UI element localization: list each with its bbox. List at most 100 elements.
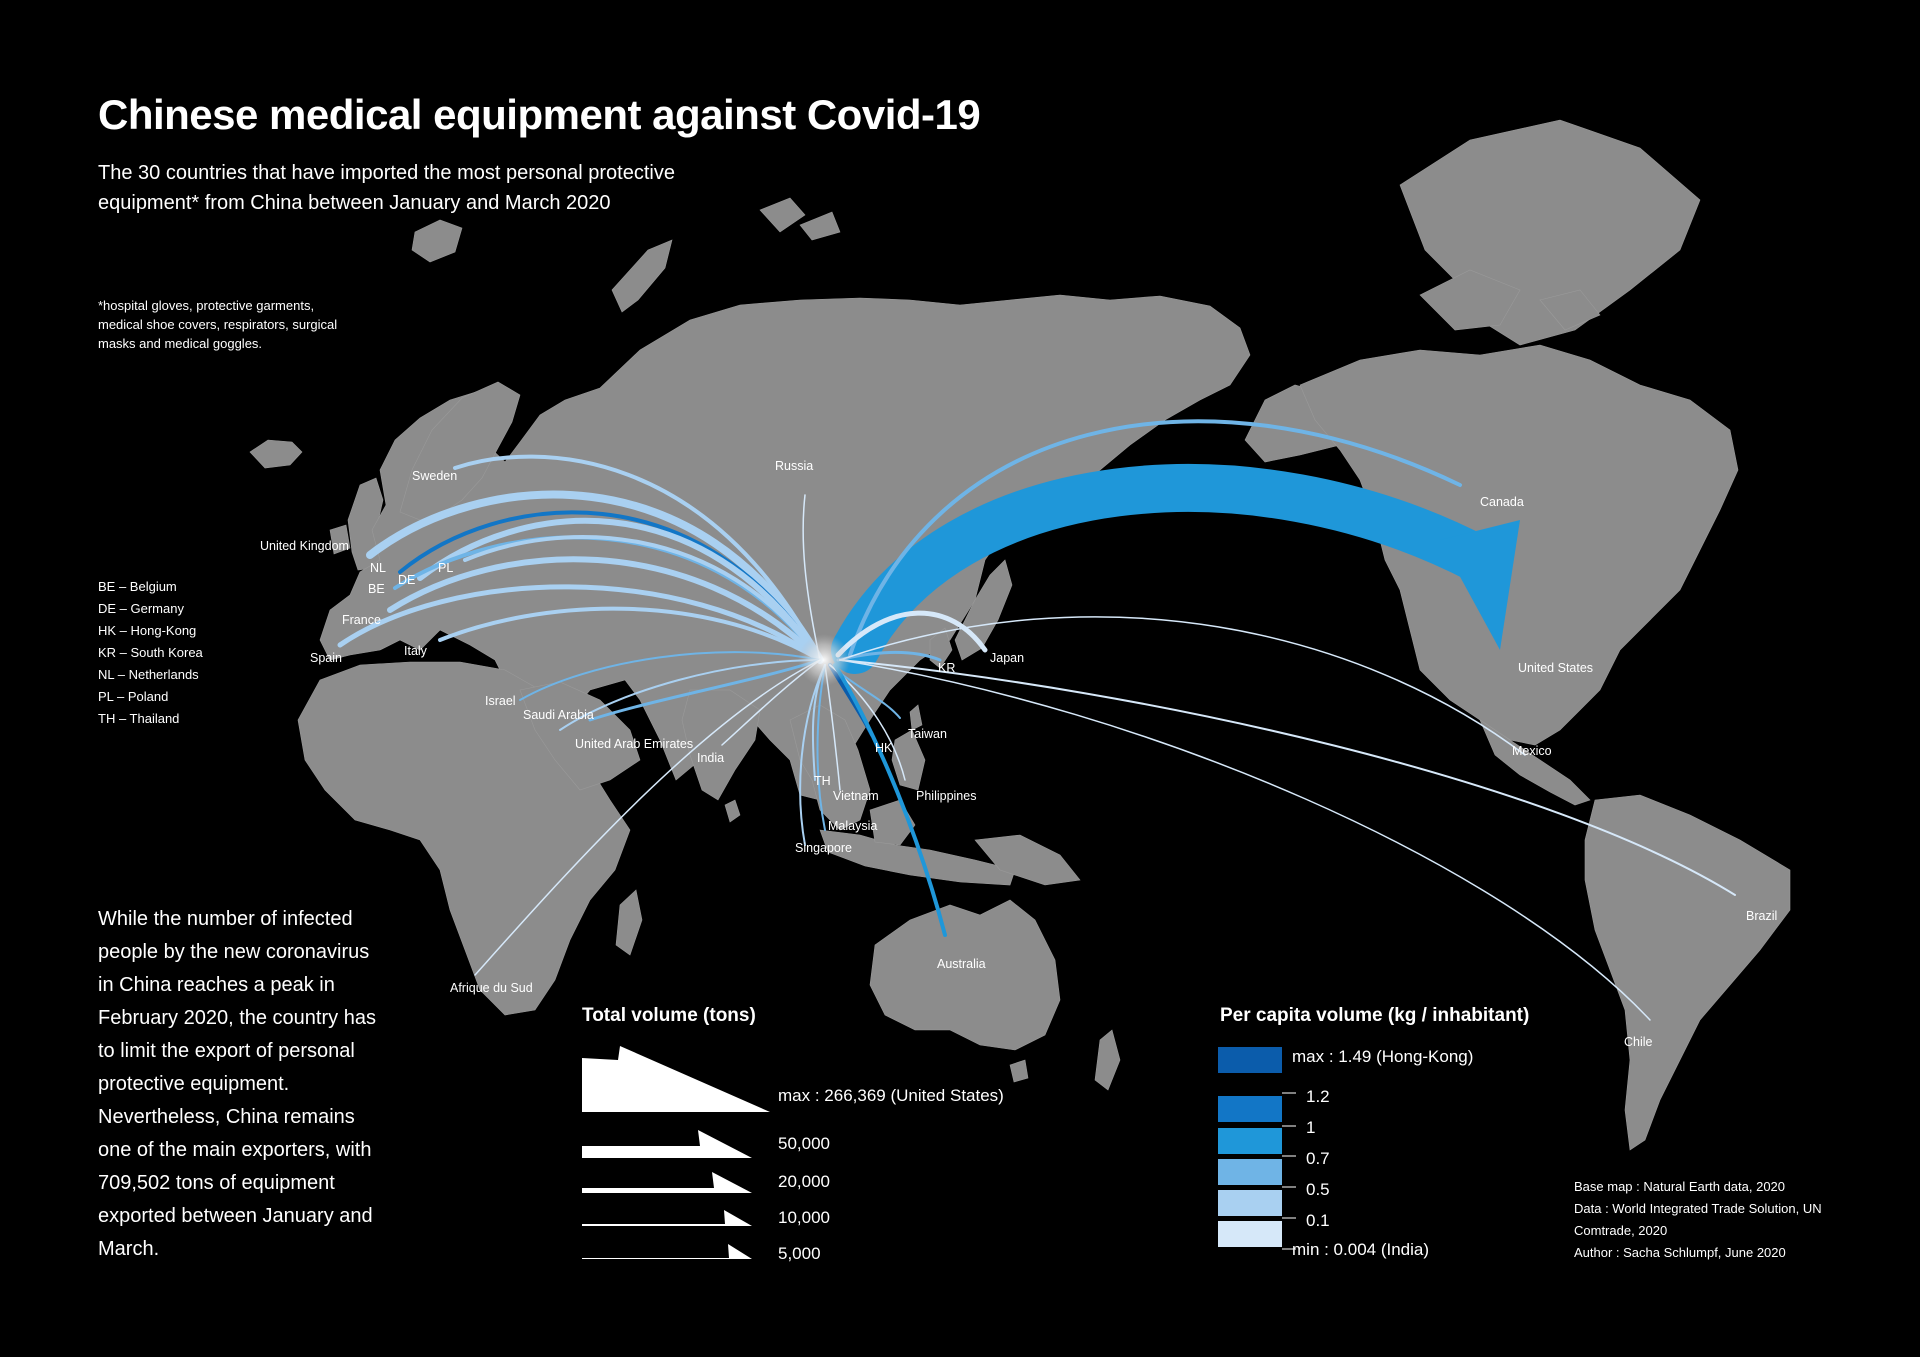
land-north-america — [1299, 344, 1739, 746]
label-pl: PL — [438, 561, 453, 575]
per-capita-swatch-1 — [1218, 1096, 1282, 1122]
flow-canada — [848, 419, 1462, 657]
abbr-nl: NL – Netherlands — [98, 667, 199, 682]
page-subtitle: The 30 countries that have imported the … — [98, 162, 675, 214]
label-afrique-du-sud: Afrique du Sud — [450, 981, 533, 995]
per-capita-swatch-5 — [1218, 1221, 1282, 1247]
credit-data: Data : World Integrated Trade Solution, … — [1574, 1201, 1822, 1216]
abbr-hk: HK – Hong-Kong — [98, 623, 197, 638]
per-capita-break-4: 0.5 — [1306, 1180, 1330, 1199]
land-new-zealand — [1094, 1029, 1121, 1091]
land-iceland — [249, 439, 303, 469]
label-kr: KR — [938, 661, 955, 675]
land-tasmania — [1009, 1059, 1029, 1083]
land-arabia — [519, 681, 641, 791]
label-malaysia: Malaysia — [828, 819, 877, 833]
flow-brazil — [839, 659, 1736, 896]
country-labels: Russia Sweden United Kingdom NL BE DE PL… — [260, 459, 1777, 1049]
land-canadian-islands — [1419, 269, 1601, 331]
flow-singapore — [799, 664, 826, 846]
flow-spain — [337, 584, 823, 663]
footnote: *hospital gloves, protective garments, m… — [98, 298, 338, 351]
flow-chile — [839, 659, 1651, 1021]
flow-japan — [835, 610, 988, 658]
volume-arrow-max — [582, 1046, 770, 1112]
label-saudi-arabia: Saudi Arabia — [523, 708, 594, 722]
volume-label-20000: 20,000 — [778, 1172, 830, 1191]
per-capita-break-5: 0.1 — [1306, 1211, 1330, 1230]
label-brazil: Brazil — [1746, 909, 1777, 923]
label-australia: Australia — [937, 957, 986, 971]
credits: Base map : Natural Earth data, 2020 Data… — [1574, 1176, 1824, 1264]
land-southeast-asia — [789, 704, 871, 831]
per-capita-swatch-3 — [1218, 1159, 1282, 1185]
label-taiwan: Taiwan — [908, 727, 947, 741]
volume-arrow-20000 — [582, 1172, 752, 1193]
flow-mexico — [839, 616, 1526, 756]
credit-author: Author : Sacha Schlumpf, June 2020 — [1574, 1245, 1786, 1260]
land-arctic-islands-east — [759, 197, 841, 241]
flow-south-korea — [836, 651, 942, 662]
label-russia: Russia — [775, 459, 813, 473]
label-italy: Italy — [404, 644, 428, 658]
label-singapore: Singapore — [795, 841, 852, 855]
label-th: TH — [814, 774, 831, 788]
volume-arrow-10000 — [582, 1210, 752, 1226]
label-hk: HK — [875, 741, 893, 755]
land-novaya-zemlya — [611, 239, 673, 313]
per-capita-break-2: 1 — [1306, 1118, 1316, 1137]
per-capita-legend-title: Per capita volume (kg / inhabitant) — [1220, 1005, 1530, 1026]
per-capita-swatch-2 — [1218, 1128, 1282, 1154]
label-israel: Israel — [485, 694, 516, 708]
per-capita-swatch-max — [1218, 1047, 1282, 1073]
abbr-th: TH – Thailand — [98, 711, 180, 726]
credit-base-map: Base map : Natural Earth data, 2020 — [1574, 1179, 1786, 1194]
flow-uae — [588, 658, 822, 722]
label-mexico: Mexico — [1512, 744, 1552, 758]
flow-germany — [417, 517, 823, 663]
body-text: While the number of infected people by t… — [98, 908, 376, 1260]
flow-australia — [833, 663, 947, 937]
volume-arrow-5000 — [582, 1244, 752, 1259]
volume-label-50000: 50,000 — [778, 1134, 830, 1153]
per-capita-break-1: 1.2 — [1306, 1087, 1330, 1106]
flow-sweden — [453, 454, 822, 662]
volume-arrow-50000 — [582, 1130, 752, 1158]
land-svalbard — [411, 219, 463, 263]
land-madagascar — [615, 889, 643, 956]
per-capita-min-label: min : 0.004 (India) — [1292, 1240, 1430, 1259]
label-be: BE — [368, 582, 385, 596]
label-sweden: Sweden — [412, 469, 457, 483]
land-central-america — [1479, 719, 1591, 806]
label-japan: Japan — [990, 651, 1024, 665]
abbr-pl: PL – Poland — [98, 689, 169, 704]
land-india — [681, 689, 761, 801]
flow-france — [387, 556, 823, 663]
label-canada: Canada — [1480, 495, 1524, 509]
flow-poland — [463, 535, 822, 662]
label-uae: United Arab Emirates — [575, 737, 693, 751]
flow-italy — [438, 606, 822, 662]
abbreviation-list: BE – Belgium DE – Germany HK – Hong-Kong… — [98, 576, 258, 730]
land-sri-lanka — [724, 799, 741, 823]
volume-legend-title: Total volume (tons) — [582, 1005, 756, 1026]
per-capita-max-label: max : 1.49 (Hong-Kong) — [1292, 1047, 1474, 1066]
flow-south-africa — [474, 659, 821, 976]
land-indonesia — [819, 829, 1016, 886]
land-south-america — [1584, 794, 1791, 1151]
abbr-be: BE – Belgium — [98, 579, 177, 594]
land-ireland — [329, 524, 351, 555]
flow-united-states-head — [1440, 520, 1520, 650]
credit-data-cont: Comtrade, 2020 — [1574, 1223, 1668, 1238]
land-australia — [869, 899, 1061, 1051]
land-masses — [249, 119, 1791, 1151]
label-nl: NL — [370, 561, 386, 575]
flow-saudi-arabia — [559, 659, 821, 731]
per-capita-separators — [1282, 1092, 1296, 1250]
label-de: DE — [398, 573, 415, 587]
volume-label-10000: 10,000 — [778, 1208, 830, 1227]
label-united-states: United States — [1518, 661, 1593, 675]
land-africa — [297, 661, 631, 1016]
label-united-kingdom: United Kingdom — [260, 539, 349, 553]
label-france: France — [342, 613, 381, 627]
